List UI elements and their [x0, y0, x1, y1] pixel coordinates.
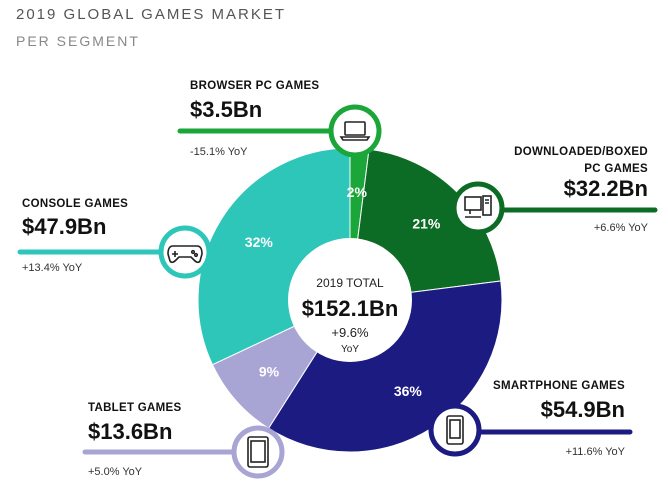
segment-growth: +11.6% YoY	[565, 446, 625, 458]
gamepad-icon	[167, 245, 203, 264]
segment-amount: $54.9Bn	[540, 397, 625, 422]
total-growth-unit: YoY	[341, 344, 359, 355]
total-growth: +9.6%	[331, 325, 369, 340]
segment-growth: +13.4% YoY	[22, 262, 83, 274]
icon-ring	[451, 181, 505, 235]
segment-amount: $32.2Bn	[563, 176, 648, 201]
chart-title: 2019 GLOBAL GAMES MARKET	[16, 6, 287, 23]
icons	[167, 121, 492, 468]
desktop-icon	[464, 195, 492, 218]
segment-growth: +6.6% YoY	[593, 222, 648, 234]
total-label: 2019 TOTAL	[316, 276, 384, 290]
slice-label: 32%	[245, 234, 274, 250]
icon-ring	[231, 425, 285, 479]
segment-amount: $13.6Bn	[88, 419, 173, 444]
icon-ring	[328, 104, 382, 158]
slice-label: 2%	[347, 184, 368, 200]
icon-ring	[158, 225, 212, 279]
legend-label: CONSOLE GAMES	[22, 198, 129, 210]
legend-label: DOWNLOADED/BOXED PC GAMES	[514, 146, 648, 175]
center-text: 2019 TOTAL $152.1Bn +9.6% YoY	[302, 276, 399, 355]
segment-amount: $3.5Bn	[190, 97, 263, 122]
tablet-icon	[247, 436, 269, 468]
chart-body	[17, 104, 658, 479]
phone-icon	[446, 415, 464, 445]
total-value: $152.1Bn	[302, 296, 399, 321]
center-hole	[288, 238, 412, 362]
slice-label: 9%	[259, 363, 280, 379]
laptop-icon	[339, 121, 371, 141]
segment-growth: -15.1% YoY	[190, 146, 248, 158]
chart-subtitle: PER SEGMENT	[16, 33, 140, 49]
icon-ring	[428, 403, 482, 457]
slice-label: 21%	[412, 216, 441, 232]
legend-label: TABLET GAMES	[88, 402, 182, 414]
segment-amount: $47.9Bn	[22, 214, 107, 239]
segment-growth: +5.0% YoY	[88, 466, 143, 478]
legend-label: BROWSER PC GAMES	[190, 80, 320, 92]
legend-label: SMARTPHONE GAMES	[493, 380, 625, 392]
slice-label: 36%	[394, 383, 423, 399]
